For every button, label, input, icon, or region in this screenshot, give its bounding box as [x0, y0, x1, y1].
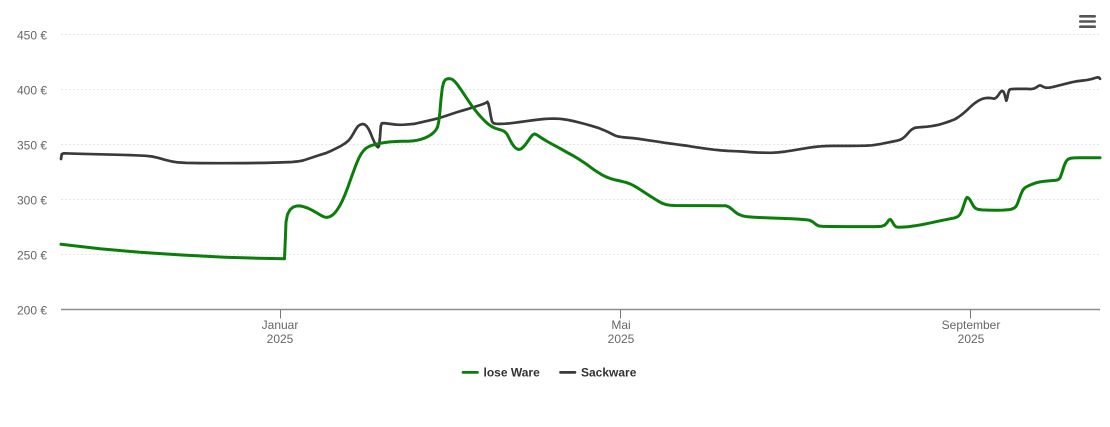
svg-text:lose Ware: lose Ware [484, 366, 541, 380]
svg-text:Mai: Mai [611, 318, 630, 332]
svg-text:250 €: 250 € [17, 248, 47, 262]
svg-text:450 €: 450 € [17, 28, 47, 42]
svg-text:Sackware: Sackware [581, 366, 637, 380]
svg-text:September: September [942, 318, 1001, 332]
svg-text:2025: 2025 [267, 332, 294, 346]
svg-text:200 €: 200 € [17, 303, 47, 317]
svg-text:350 €: 350 € [17, 138, 47, 152]
svg-text:300 €: 300 € [17, 193, 47, 207]
svg-text:400 €: 400 € [17, 83, 47, 97]
svg-text:Januar: Januar [262, 318, 299, 332]
svg-text:2025: 2025 [958, 332, 985, 346]
svg-text:2025: 2025 [608, 332, 635, 346]
